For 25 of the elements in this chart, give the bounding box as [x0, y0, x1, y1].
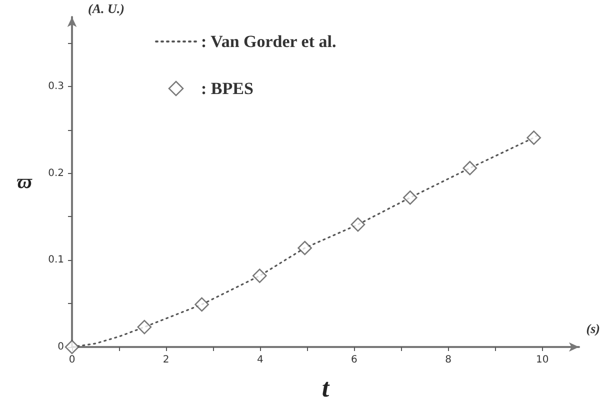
- point: [403, 190, 418, 205]
- x-tick-label: 8: [445, 354, 452, 366]
- point: [350, 217, 366, 232]
- x-axis-title: t: [322, 374, 330, 402]
- y-tick-label: 0: [58, 342, 64, 352]
- text: (s): [586, 321, 600, 336]
- x-tick-label: 0: [68, 354, 76, 366]
- x-tick-label: 2: [162, 354, 170, 366]
- y-tick-label: 0.1: [48, 254, 64, 266]
- point: [462, 160, 478, 176]
- point: [526, 130, 541, 145]
- point: [252, 268, 267, 283]
- legend-label: : BPES: [201, 79, 254, 98]
- point: [64, 340, 80, 354]
- point: [194, 297, 209, 312]
- point: [137, 320, 152, 334]
- text: (A. U.): [88, 1, 124, 16]
- x-tick-label: 6: [351, 354, 358, 366]
- y-tick-label: 0.2: [48, 168, 64, 179]
- x-tick-label: 10: [536, 354, 549, 366]
- y-tick-label: 0.3: [48, 80, 64, 92]
- x-tick-label: 4: [256, 354, 264, 366]
- y-axis-title: ϖ: [16, 171, 33, 193]
- legend-label: : Van Gorder et al.: [201, 32, 336, 51]
- point: [298, 240, 312, 256]
